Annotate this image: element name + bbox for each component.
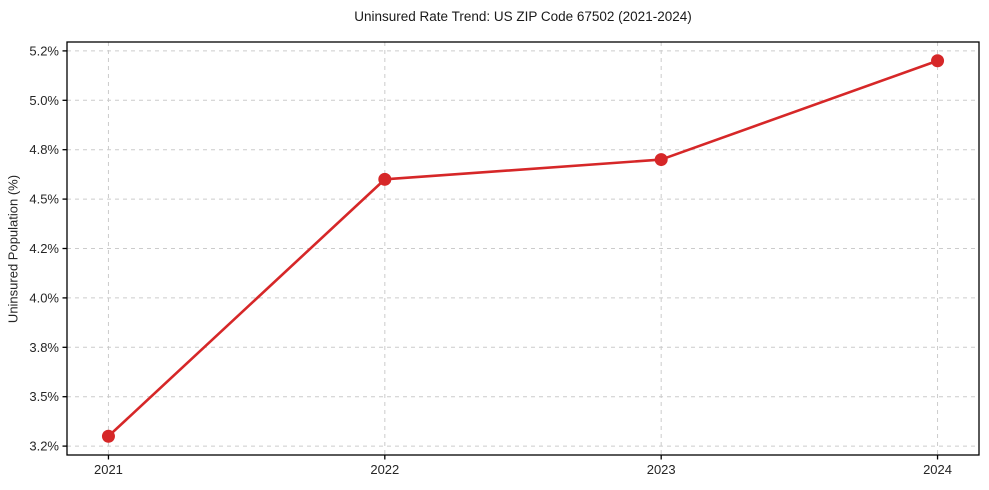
y-tick-label: 5.0%	[29, 93, 59, 108]
data-point-2021	[101, 429, 115, 443]
x-tick-label: 2023	[647, 462, 676, 477]
data-point-2024	[931, 54, 945, 68]
y-tick-label: 5.2%	[29, 43, 59, 58]
x-tick-label: 2024	[923, 462, 952, 477]
y-tick-label: 3.5%	[29, 389, 59, 404]
y-tick-label: 4.5%	[29, 192, 59, 207]
y-tick-label: 3.8%	[29, 340, 59, 355]
trend-line	[107, 59, 939, 438]
data-point-2022	[378, 172, 392, 186]
y-tick-label: 4.0%	[29, 290, 59, 305]
chart-title: Uninsured Rate Trend: US ZIP Code 67502 …	[354, 9, 692, 24]
x-tick-label: 2021	[94, 462, 123, 477]
x-tick-label: 2022	[370, 462, 399, 477]
data-point-2023	[654, 153, 668, 167]
y-tick-label: 3.2%	[29, 439, 59, 454]
y-tick-label: 4.2%	[29, 241, 59, 256]
y-tick-label: 4.8%	[29, 142, 59, 157]
